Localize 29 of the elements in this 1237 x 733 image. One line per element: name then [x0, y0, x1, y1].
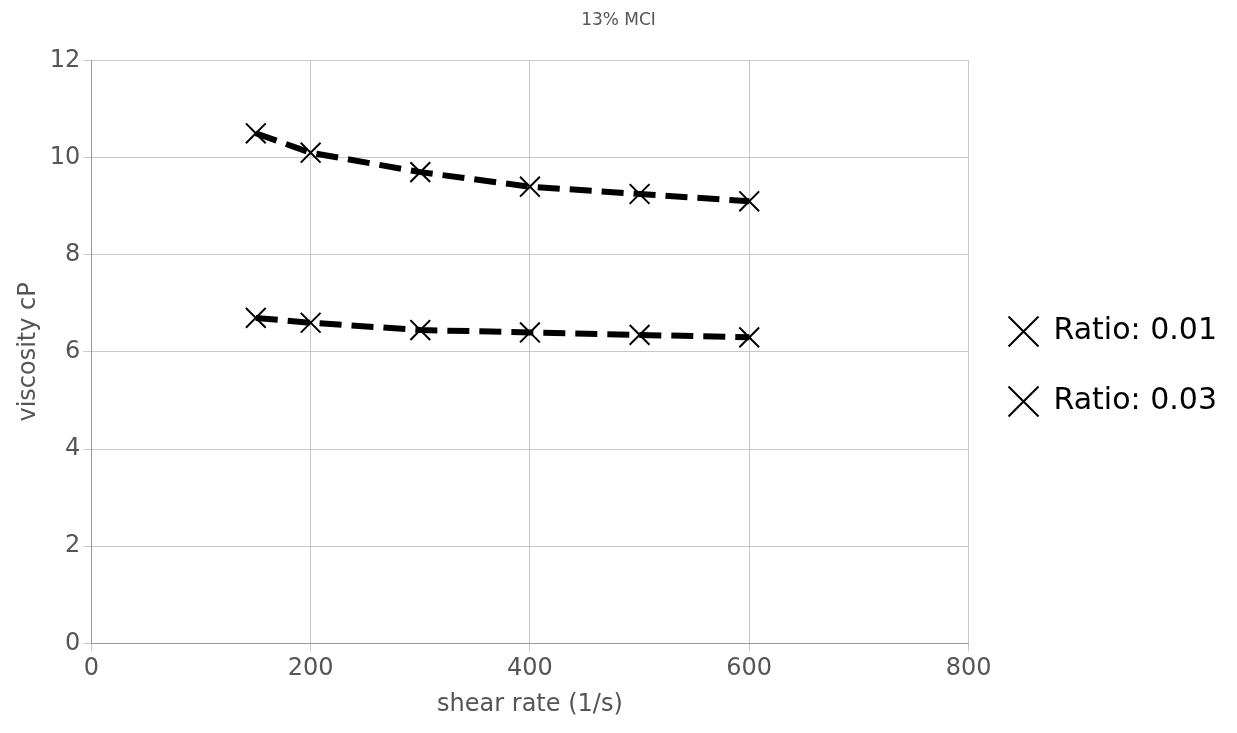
y-tick-label: 12	[49, 44, 81, 73]
point	[628, 324, 651, 346]
point	[409, 319, 432, 341]
legend-label: Ratio: 0.01	[1053, 311, 1218, 347]
y-tick-label: 10	[49, 141, 81, 170]
point	[244, 122, 267, 145]
point	[299, 311, 322, 334]
point	[738, 190, 761, 213]
x-axis-title: shear rate (1/s)	[437, 688, 623, 717]
point	[244, 306, 267, 329]
point	[738, 326, 761, 349]
x-tick-label: 200	[287, 653, 334, 682]
x-tick-label: 800	[945, 653, 992, 682]
x-tick-label: 600	[726, 653, 773, 682]
y-tick-label: 6	[65, 336, 81, 365]
y-tick-label: 2	[65, 530, 81, 559]
y-tick-label: 8	[65, 238, 81, 267]
chart-title: 13% MCI	[581, 8, 656, 29]
x-tick-label: 0	[83, 653, 99, 682]
point	[299, 141, 322, 164]
x-tick-label: 400	[507, 653, 553, 682]
y-tick-label: 0	[65, 627, 81, 656]
point	[409, 161, 432, 184]
point	[628, 183, 651, 205]
y-axis-title: viscosity cP	[12, 282, 41, 422]
legend-label: Ratio: 0.03	[1053, 381, 1218, 417]
point	[519, 321, 541, 344]
y-tick-label: 4	[65, 433, 81, 462]
point	[519, 175, 541, 198]
